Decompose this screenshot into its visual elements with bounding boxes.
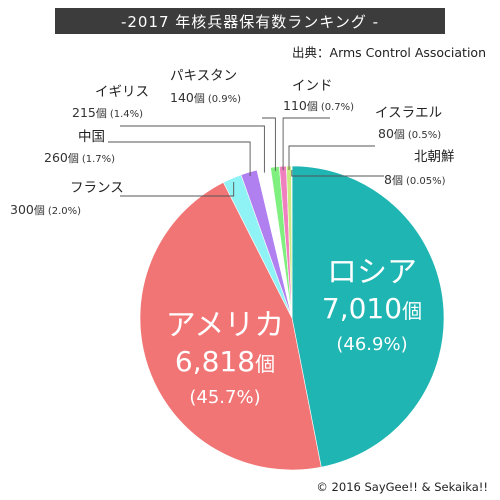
slice-value-4: 215個 (1.4%) [72,105,143,120]
slice-name-5: パキスタン [170,68,237,84]
slice-name-6: インド [292,78,333,94]
slice-value-5: 140個 (0.9%) [170,90,241,105]
slice-name-2: フランス [70,180,124,196]
leader-line-7 [288,145,375,170]
source-note: 出典：Arms Control Association [292,45,486,60]
slice-value-0: 7,010個 [322,292,422,325]
slice-name-4: イギリス [95,84,149,100]
leader-line-8 [291,170,384,177]
slice-name-3: 中国 [78,129,105,145]
slice-percent-0: (46.9%) [336,334,407,355]
slice-value-1: 6,818個 [175,345,275,378]
slice-name-0: ロシア [327,255,417,290]
pie-slice-0 [291,165,445,468]
slice-value-7: 80個 (0.5%) [378,126,441,141]
leader-line-6 [282,117,330,171]
leader-line-3 [108,141,251,177]
slice-name-1: アメリカ [166,308,285,343]
slice-value-3: 260個 (1.7%) [44,150,115,165]
chart-title: -2017 年核兵器保有数ランキング - [55,8,445,34]
slice-percent-1: (45.7%) [189,387,260,408]
slice-value-6: 110個 (0.7%) [283,98,354,113]
slice-name-8: 北朝鮮 [414,149,455,165]
slice-value-8: 8個 (0.05%) [384,172,446,187]
leader-line-2 [120,182,235,197]
pie-slice-8 [291,165,293,319]
leader-line-4 [120,125,265,173]
leader-line-5 [262,117,276,171]
copyright-note: © 2016 SayGee!! & Sekaika!! [316,480,488,494]
slice-value-2: 300個 (2.0%) [10,202,81,217]
slice-name-7: イスラエル [375,105,442,121]
pie-slice-1 [139,181,322,471]
